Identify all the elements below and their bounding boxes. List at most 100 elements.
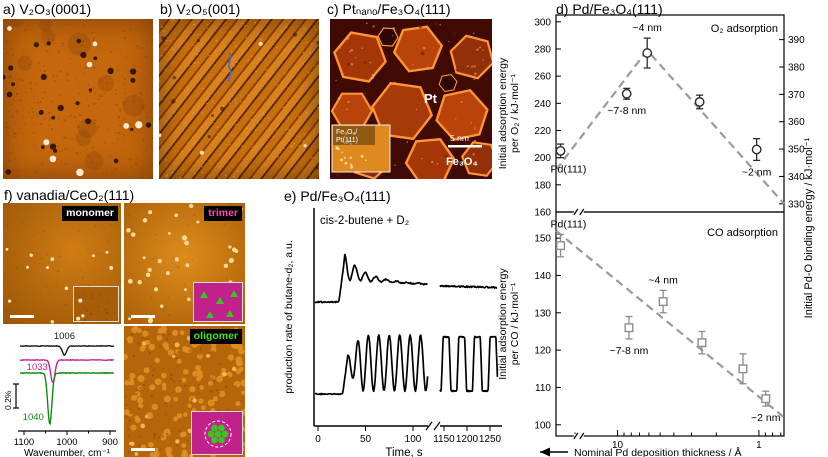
svg-text:200: 200 bbox=[534, 153, 551, 164]
svg-text:1033: 1033 bbox=[27, 362, 48, 373]
stm-image-trimer: trimer bbox=[124, 203, 245, 324]
svg-text:1: 1 bbox=[756, 440, 762, 451]
svg-text:900: 900 bbox=[102, 437, 118, 448]
svg-text:Pd(111): Pd(111) bbox=[551, 164, 587, 176]
scalebar bbox=[448, 145, 482, 148]
chart-d-labels: O₂ adsorption CO adsorption Initial adsorp… bbox=[497, 23, 815, 457]
inset-label-line2: Pt(111) bbox=[336, 137, 358, 144]
svg-text:~4 nm: ~4 nm bbox=[648, 274, 678, 286]
svg-text:330: 330 bbox=[788, 199, 805, 210]
chart-d-axes: 1601802002202402602803001001101201301401… bbox=[534, 14, 805, 451]
panel-f-title: f) vanadia/CeO₂(111) bbox=[4, 187, 135, 203]
spectrum-series: 1006 1033 1040 bbox=[19, 331, 115, 426]
svg-text:360: 360 bbox=[788, 117, 805, 128]
defect-marker bbox=[227, 52, 232, 83]
svg-text:~2 nm: ~2 nm bbox=[742, 166, 772, 178]
ir-spectrum-panel: 1006 1033 1040 1100 1000 900 Wavenumber, cm⁻¹ 0… bbox=[2, 326, 122, 457]
svg-text:cis-2-butene + D₂: cis-2-butene + D₂ bbox=[320, 215, 409, 227]
svg-text:130: 130 bbox=[534, 308, 551, 319]
svg-text:Initial adsorption energy: Initial adsorption energy bbox=[497, 268, 509, 380]
svg-text:50: 50 bbox=[360, 434, 372, 445]
pt-label: Pt bbox=[424, 91, 438, 106]
scalebar bbox=[10, 315, 34, 318]
panel-b-title: b) V₂O₅(001) bbox=[160, 1, 241, 17]
svg-text:0.2%: 0.2% bbox=[3, 390, 13, 410]
svg-text:100: 100 bbox=[534, 420, 551, 431]
svg-text:~7-8 nm: ~7-8 nm bbox=[610, 345, 649, 357]
svg-text:per CO / kJ·mol⁻¹: per CO / kJ·mol⁻¹ bbox=[509, 282, 521, 365]
svg-text:Initial adsorption energy: Initial adsorption energy bbox=[497, 57, 509, 169]
svg-text:100: 100 bbox=[405, 434, 422, 445]
stm-image-pt-nanoparticles: Fe₃O₄/ Pt(111) Pt Fe₃O₄ 5 nm bbox=[330, 19, 492, 179]
svg-text:Initial Pd-O binding energy /: Initial Pd-O binding energy / kJ·mol⁻¹ bbox=[803, 137, 815, 318]
svg-text:140: 140 bbox=[534, 271, 551, 282]
svg-text:350: 350 bbox=[788, 145, 805, 156]
v2o3-surface-graphic bbox=[3, 19, 153, 179]
svg-text:390: 390 bbox=[788, 35, 805, 46]
oligomer-inset bbox=[191, 411, 243, 455]
svg-text:Time, s: Time, s bbox=[385, 447, 423, 457]
kinetics-chart: 0 50 100 1150 1200 1250 Time, s production rate… bbox=[283, 208, 502, 457]
svg-text:220: 220 bbox=[534, 126, 551, 137]
scalebar-label: 5 nm bbox=[450, 133, 469, 143]
chart-d-points-square: Pd(111) ~7-8 nm ~4 nm ~2 nm bbox=[551, 218, 781, 424]
trimer-inset bbox=[193, 282, 243, 322]
scalebar bbox=[131, 448, 155, 451]
svg-text:10: 10 bbox=[612, 440, 624, 451]
adsorption-energy-chart: 1601802002202402602803001001101201301401… bbox=[497, 14, 815, 457]
stm-image-oligomer: oligomer bbox=[124, 326, 245, 457]
svg-text:280: 280 bbox=[534, 44, 551, 55]
svg-text:~2 nm: ~2 nm bbox=[751, 412, 781, 424]
stm-image-monomer: monomer bbox=[3, 203, 121, 324]
oligomer-cluster-graphic bbox=[207, 424, 229, 444]
svg-text:380: 380 bbox=[788, 62, 805, 73]
oligomer-outline bbox=[204, 420, 232, 448]
inset-fe3o4-on-pt111 bbox=[331, 124, 391, 173]
svg-text:370: 370 bbox=[788, 90, 805, 101]
scalebar bbox=[131, 315, 155, 318]
svg-text:340: 340 bbox=[788, 172, 805, 183]
v2o5-surface-graphic bbox=[159, 19, 319, 179]
panel-a-title: a) V₂O₃(0001) bbox=[3, 1, 92, 17]
svg-text:per O₂ / kJ·mol⁻¹: per O₂ / kJ·mol⁻¹ bbox=[509, 73, 521, 153]
chart-e-traces bbox=[314, 253, 499, 396]
inset-label-line1: Fe₃O₄/ bbox=[336, 129, 357, 136]
stm-image-v2o3 bbox=[3, 19, 153, 179]
svg-text:260: 260 bbox=[534, 72, 551, 83]
svg-text:240: 240 bbox=[534, 99, 551, 110]
chart-e-axes: 0 50 100 1150 1200 1250 Time, s production rate… bbox=[283, 208, 502, 457]
svg-text:1006: 1006 bbox=[54, 331, 75, 342]
monomer-label: monomer bbox=[62, 206, 118, 221]
svg-text:~7-8 nm: ~7-8 nm bbox=[607, 105, 646, 117]
panel-e-title: e) Pd/Fe₃O₄(111) bbox=[284, 188, 391, 204]
svg-text:Pd(111): Pd(111) bbox=[551, 218, 587, 230]
svg-text:1040: 1040 bbox=[23, 412, 44, 423]
chart-d-points-circle: Pd(111) ~7-8 nm ~4 nm ~2 nm bbox=[551, 22, 772, 178]
svg-text:O₂ adsorption: O₂ adsorption bbox=[711, 23, 778, 35]
fe3o4-label: Fe₃O₄ bbox=[446, 156, 478, 168]
svg-text:production rate of butane-d₂,: production rate of butane-d₂, a.u. bbox=[283, 240, 295, 394]
svg-text:~4 nm: ~4 nm bbox=[632, 22, 662, 34]
svg-text:0: 0 bbox=[315, 434, 321, 445]
svg-text:1150: 1150 bbox=[433, 434, 455, 445]
panel-d-title: d) Pd/Fe₃O₄(111) bbox=[556, 1, 663, 17]
svg-text:120: 120 bbox=[534, 346, 551, 357]
svg-text:160: 160 bbox=[534, 208, 551, 219]
panel-c-title: c) Ptₙₐₙₒ/Fe₃O₄(111) bbox=[327, 1, 451, 17]
stm-image-v2o5 bbox=[159, 19, 319, 179]
svg-text:180: 180 bbox=[534, 180, 551, 191]
svg-text:1100: 1100 bbox=[14, 437, 34, 448]
svg-text:CO adsorption: CO adsorption bbox=[707, 227, 778, 239]
svg-text:110: 110 bbox=[535, 383, 551, 394]
svg-text:150: 150 bbox=[534, 234, 551, 245]
svg-text:1200: 1200 bbox=[456, 434, 479, 445]
svg-text:Nominal Pd deposition thicknes: Nominal Pd deposition thickness / Å bbox=[574, 446, 742, 457]
inset-label-backdrop bbox=[333, 126, 375, 145]
pt-hexagons-graphic: Fe₃O₄/ Pt(111) Pt Fe₃O₄ 5 nm bbox=[330, 22, 492, 179]
svg-text:1000: 1000 bbox=[56, 437, 77, 448]
trimer-label: trimer bbox=[204, 206, 242, 221]
trimer-cluster-graphic bbox=[200, 290, 238, 318]
svg-text:Wavenumber, cm⁻¹: Wavenumber, cm⁻¹ bbox=[24, 448, 111, 457]
